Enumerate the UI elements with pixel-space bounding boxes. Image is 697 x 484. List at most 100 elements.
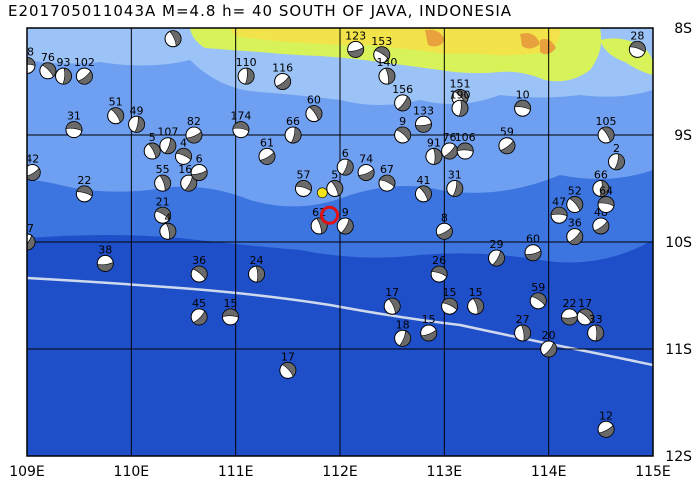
focal-mechanism: 6 bbox=[336, 147, 354, 176]
event-label: 6 bbox=[342, 147, 349, 160]
event-label: 5 bbox=[149, 131, 156, 144]
beachball-quadrant bbox=[259, 151, 276, 165]
beachball-quadrant bbox=[595, 324, 604, 342]
event-label: 31 bbox=[448, 169, 462, 182]
beachball-quadrant bbox=[500, 140, 516, 154]
beachball-quadrant bbox=[452, 180, 463, 197]
focal-mechanism: 116 bbox=[272, 62, 293, 90]
event-label: 41 bbox=[416, 174, 430, 187]
focal-mechanism: 45 bbox=[190, 297, 208, 326]
focal-mechanism: 110 bbox=[236, 56, 257, 85]
focal-mechanism: 140 bbox=[376, 56, 397, 85]
y-tick-label: 11S bbox=[665, 342, 692, 358]
focal-mechanism: 31 bbox=[446, 169, 464, 197]
beachball-quadrant bbox=[169, 30, 182, 47]
axis-labels: 109E 110E 111E 112E 113E 114E 115E 8S 9S 10S 11S 12… bbox=[9, 21, 692, 480]
y-tick-label: 9S bbox=[674, 128, 692, 144]
event-label: 156 bbox=[392, 83, 413, 96]
beachball-quadrant bbox=[385, 67, 396, 85]
event-label: 153 bbox=[371, 35, 392, 48]
event-label: 9 bbox=[342, 206, 349, 219]
event-label: 15 bbox=[469, 286, 483, 299]
focal-mechanism: 59 bbox=[498, 126, 516, 155]
event-label: 88 bbox=[20, 45, 34, 58]
focal-mechanism: 36 bbox=[190, 254, 208, 283]
focal-mechanism: 17 bbox=[576, 297, 594, 326]
beachball-quadrant bbox=[65, 121, 83, 132]
beachball-quadrant bbox=[96, 261, 114, 272]
focal-mechanism: 67 bbox=[378, 163, 396, 192]
beachball-quadrant bbox=[550, 207, 568, 217]
focal-mechanism: 105 bbox=[596, 115, 617, 144]
focal-mechanism: 88 bbox=[20, 45, 36, 74]
beachball-quadrant bbox=[433, 148, 443, 165]
beachball-quadrant bbox=[431, 265, 448, 278]
beachball-quadrant bbox=[420, 329, 437, 342]
focal-mechanism: 82 bbox=[185, 115, 203, 144]
beachball-quadrant bbox=[569, 196, 583, 212]
beachball-quadrant bbox=[159, 174, 171, 192]
beachball-quadrant bbox=[308, 105, 323, 121]
focal-mechanism: 29 bbox=[488, 238, 505, 267]
event-label: 91 bbox=[427, 136, 441, 149]
focal-mechanism: 15 bbox=[420, 313, 438, 342]
focal-mechanism: 2 bbox=[607, 142, 625, 171]
focal-mechanism: 5 bbox=[143, 131, 161, 160]
focal-mechanism: 12 bbox=[597, 409, 615, 438]
land-java-high bbox=[425, 29, 556, 55]
event-label: 29 bbox=[490, 238, 504, 251]
beachball-quadrant bbox=[601, 126, 615, 143]
beachball-quadrant bbox=[358, 168, 375, 181]
beachball-quadrant bbox=[27, 235, 36, 251]
beachball-quadrant bbox=[77, 70, 93, 85]
x-tick-label: 113E bbox=[427, 464, 463, 480]
focal-mechanism: 27 bbox=[514, 313, 532, 342]
event-label: 2 bbox=[613, 142, 620, 155]
beachball-quadrant bbox=[27, 167, 41, 181]
focal-mechanism: 38 bbox=[96, 243, 114, 272]
x-tick-label: 109E bbox=[9, 464, 45, 480]
focal-mechanism: 17 bbox=[383, 286, 401, 315]
beachball-quadrant bbox=[27, 57, 36, 66]
trench-line bbox=[27, 276, 653, 367]
beachball-quadrant bbox=[524, 250, 542, 261]
focal-mechanism: 21 bbox=[154, 195, 172, 224]
y-tick-label: 8S bbox=[674, 21, 692, 37]
beachball-quadrant bbox=[441, 297, 458, 311]
event-label: 15 bbox=[443, 286, 457, 299]
event-label: 4 bbox=[164, 211, 171, 224]
beachball-quadrant bbox=[186, 131, 203, 144]
event-label: 106 bbox=[455, 131, 476, 144]
focal-mechanism: 10 bbox=[514, 88, 532, 117]
focal-mechanism: 15 bbox=[467, 286, 485, 315]
beachball-quadrant bbox=[491, 250, 505, 267]
beachball-quadrant bbox=[347, 46, 364, 58]
event-label: 15 bbox=[223, 297, 237, 310]
beachball-quadrant bbox=[568, 230, 584, 245]
event-label: 55 bbox=[156, 163, 170, 176]
beachball-quadrant bbox=[374, 46, 391, 60]
event-label: 10 bbox=[516, 88, 530, 101]
focal-mechanism: 67 bbox=[27, 222, 36, 251]
beachball-quadrant bbox=[62, 67, 72, 85]
event-label: 38 bbox=[98, 243, 112, 256]
focal-mechanism: 93 bbox=[55, 56, 73, 85]
beachball-quadrant bbox=[255, 265, 265, 283]
focal-mechanism: 102 bbox=[74, 56, 95, 85]
event-label: 33 bbox=[589, 313, 603, 326]
beachball-quadrant bbox=[110, 107, 124, 123]
event-label: 9 bbox=[399, 115, 406, 128]
beachball-quadrant bbox=[192, 265, 208, 280]
beachball-quadrant bbox=[290, 126, 302, 144]
event-label: 59 bbox=[531, 281, 545, 294]
event-label: 20 bbox=[542, 329, 556, 342]
focal-mechanism: 60 bbox=[305, 94, 323, 123]
focal-mechanism: 47 bbox=[550, 195, 568, 224]
focal-mechanism: 15 bbox=[441, 286, 459, 315]
focal-mechanism: 8 bbox=[435, 211, 453, 240]
beachball-quadrant bbox=[341, 159, 354, 176]
event-label: 140 bbox=[376, 56, 397, 69]
focal-mechanism: 4 bbox=[175, 136, 192, 165]
beachball-quadrant bbox=[599, 180, 610, 197]
